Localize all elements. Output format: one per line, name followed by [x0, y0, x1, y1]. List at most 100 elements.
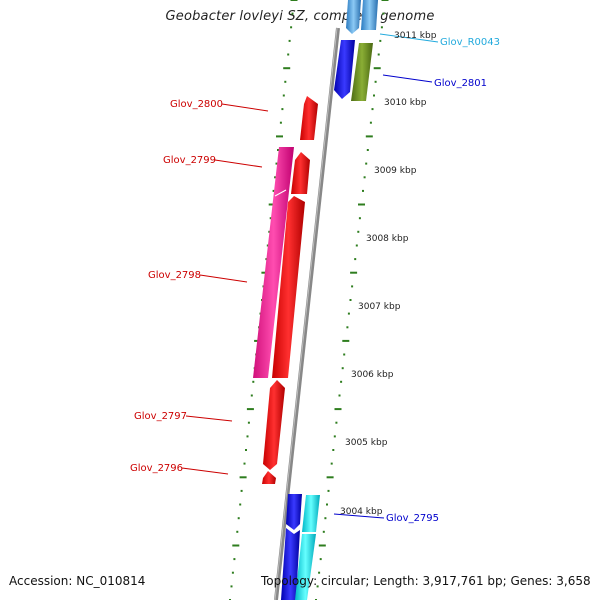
tick-mark-major — [232, 544, 240, 547]
tick-mark — [363, 176, 366, 179]
gene-label-2795[interactable]: Glov_2795 — [386, 513, 439, 524]
gene-label-2798[interactable]: Glov_2798 — [148, 270, 201, 281]
gene-label-2799[interactable]: Glov_2799 — [163, 155, 216, 166]
tick-mark — [279, 121, 282, 124]
tick-mark — [379, 39, 382, 42]
tick-mark — [275, 162, 278, 165]
tick-mark — [365, 162, 368, 165]
gene-label-2796[interactable]: Glov_2796 — [130, 463, 183, 474]
tick-mark — [343, 353, 346, 356]
leader-2798 — [199, 274, 248, 283]
tick-mark — [366, 149, 369, 151]
tick-mark — [239, 503, 242, 506]
tick-mark — [287, 53, 290, 56]
tick-label-3010: 3010 kbp — [384, 98, 427, 108]
tick-mark — [333, 435, 336, 438]
tick-label-3009: 3009 kbp — [374, 166, 417, 176]
tick-mark-major — [381, 0, 389, 1]
leader-2796 — [181, 467, 229, 475]
tick-mark — [318, 571, 321, 574]
tick-mark — [291, 12, 294, 15]
tick-mark-major — [318, 544, 326, 547]
gene-label-2800[interactable]: Glov_2800 — [170, 99, 223, 110]
tick-mark — [380, 26, 383, 29]
gene-label-2801[interactable]: Glov_2801 — [434, 78, 487, 89]
leader-2800 — [221, 103, 269, 112]
leader-2797 — [185, 415, 233, 422]
tick-mark — [281, 108, 284, 111]
tick-mark-major — [358, 203, 365, 206]
tick-mark — [373, 94, 375, 97]
tick-mark — [288, 39, 291, 42]
tick-mark — [236, 530, 239, 533]
tick-mark — [268, 230, 271, 233]
gene-glov-2799 — [253, 147, 294, 378]
gene-glov-2795-upper — [286, 494, 302, 530]
tick-mark — [335, 421, 338, 424]
genome-backbone — [274, 27, 340, 600]
tick-mark-major — [268, 203, 276, 206]
tick-label-3007: 3007 kbp — [358, 302, 401, 312]
tick-mark — [324, 517, 327, 520]
tick-mark-major — [342, 339, 350, 342]
tick-mark — [349, 299, 352, 301]
gene-glov-2795 — [281, 528, 300, 600]
genome-backbone-highlight — [274, 27, 338, 600]
leader-2795 — [333, 513, 385, 519]
tick-label-3005: 3005 kbp — [345, 438, 388, 448]
tick-mark — [369, 121, 372, 124]
tick-mark-major — [334, 408, 342, 411]
tick-mark-major — [326, 476, 334, 479]
tick-mark — [243, 462, 246, 465]
gene-top-lightblue-2 — [361, 0, 378, 30]
gene-top-lightblue — [346, 0, 361, 34]
tick-label-3006: 3006 kbp — [351, 370, 394, 380]
tick-mark — [362, 189, 364, 192]
tick-mark — [351, 285, 354, 288]
tick-mark — [272, 189, 275, 192]
tick-label-3004: 3004 kbp — [340, 507, 383, 517]
tick-mark-major — [246, 408, 254, 411]
tick-mark — [357, 230, 360, 233]
tick-mark — [231, 571, 234, 574]
tick-mark-major — [276, 135, 283, 138]
tick-mark — [332, 449, 335, 451]
tick-mark — [290, 26, 293, 29]
tick-mark-major — [373, 67, 381, 70]
tick-mark — [316, 585, 319, 588]
gene-glov-2798-red — [272, 196, 305, 378]
tick-mark — [355, 244, 358, 247]
tick-mark — [347, 312, 350, 315]
tick-mark-major — [350, 271, 358, 274]
tick-mark — [237, 517, 240, 520]
tick-mark-major — [365, 135, 373, 138]
tick-mark — [266, 244, 269, 247]
gene-label-2797[interactable]: Glov_2797 — [134, 411, 187, 422]
tick-mark — [326, 503, 328, 506]
tick-mark — [354, 258, 357, 261]
tick-mark — [338, 394, 341, 397]
tick-mark — [371, 108, 374, 111]
leader-r0043 — [379, 33, 439, 43]
tick-label-3011: 3011 kbp — [394, 31, 437, 41]
tick-mark — [277, 149, 279, 151]
tick-mark-major — [239, 476, 247, 479]
tick-mark — [374, 80, 377, 83]
tick-mark-major — [290, 0, 298, 1]
gene-cyan-1 — [302, 495, 320, 532]
tick-mark — [377, 53, 380, 56]
gene-glov-2796 — [262, 471, 276, 484]
tick-mark — [322, 530, 325, 533]
tick-label-3008: 3008 kbp — [366, 234, 409, 244]
gene-label-r0043[interactable]: Glov_R0043 — [440, 37, 500, 48]
tick-mark — [341, 367, 344, 370]
tick-mark — [269, 217, 272, 220]
gene-glov-2801-blue — [334, 40, 355, 99]
genome-summary: Topology: circular; Length: 3,917,761 bp… — [261, 574, 591, 588]
gene-glov-2799-red — [291, 152, 310, 194]
tick-mark — [250, 394, 253, 397]
gene-glov-2801 — [351, 43, 373, 101]
tick-mark — [252, 380, 255, 383]
leader-2801 — [382, 74, 433, 83]
